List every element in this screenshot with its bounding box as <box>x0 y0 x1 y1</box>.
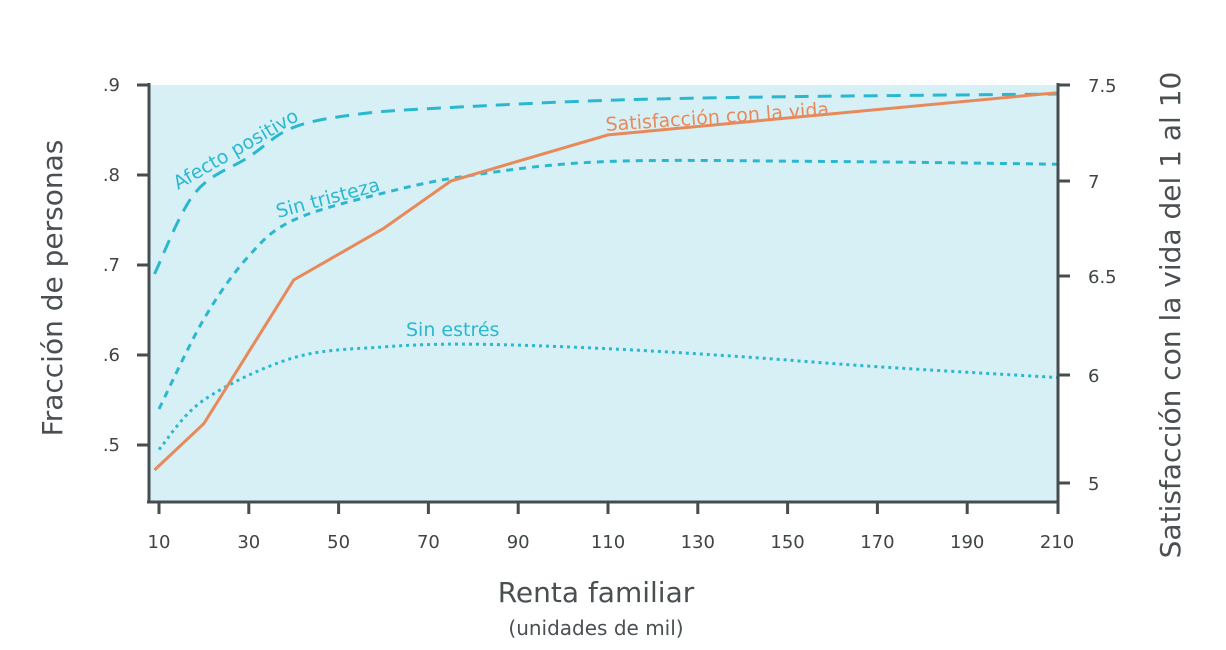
x-tick-label: 190 <box>950 532 984 553</box>
y-tick-label-left: .5 <box>103 435 120 456</box>
ticks: .5 .6 .7 .8 .9 5 6 6.5 7 7.5 10 30 50 70 90 110 130 150 17… <box>103 75 1117 553</box>
y-tick-label-right: 7 <box>1088 172 1099 193</box>
plot-area <box>149 85 1058 502</box>
x-tick-label: 90 <box>507 532 530 553</box>
x-axis-subtitle: (unidades de mil) <box>508 616 683 640</box>
x-axis-title: Renta familiar <box>498 576 695 609</box>
x-tick-label: 130 <box>681 532 715 553</box>
x-tick-label: 70 <box>417 532 440 553</box>
series-layer <box>153 91 1058 472</box>
x-tick-label: 210 <box>1040 532 1074 553</box>
series-line-0 <box>153 92 1058 275</box>
series-line-2 <box>157 342 1058 451</box>
y-axis-title-right: Satisfacción con la vida del 1 al 10 <box>1154 72 1187 559</box>
series-line-3 <box>153 91 1058 472</box>
axes <box>147 83 1060 514</box>
y-tick-label-left: .9 <box>103 75 120 96</box>
y-tick-label-left: .7 <box>103 255 120 276</box>
y-tick-label-right: 6.5 <box>1088 267 1117 288</box>
x-tick-label: 10 <box>148 532 171 553</box>
y-tick-label-right: 5 <box>1088 474 1099 495</box>
x-tick-label: 150 <box>770 532 804 553</box>
x-tick-label: 30 <box>237 532 260 553</box>
y-tick-label-right: 7.5 <box>1088 76 1117 97</box>
y-tick-label-left: .8 <box>103 165 120 186</box>
x-tick-label: 50 <box>327 532 350 553</box>
x-tick-label: 110 <box>591 532 625 553</box>
y-tick-label-left: .6 <box>103 345 120 366</box>
series-line-1 <box>157 158 1058 410</box>
x-tick-label: 170 <box>860 532 894 553</box>
y-axis-title-left: Fracción de personas <box>36 140 69 437</box>
series-label-2: Sin estrés <box>406 319 499 341</box>
y-tick-label-right: 6 <box>1088 366 1099 387</box>
